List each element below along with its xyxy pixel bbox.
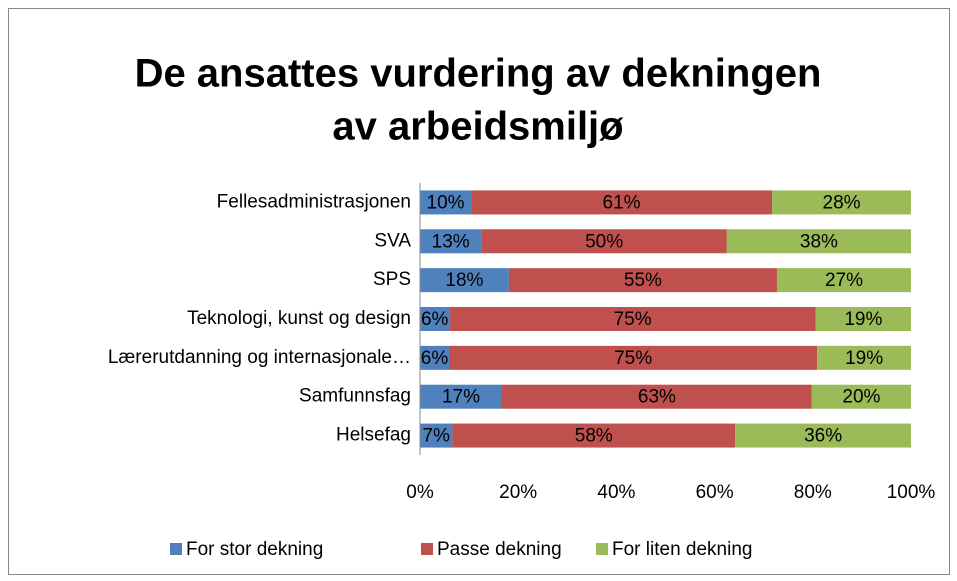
bar-segment bbox=[776, 268, 911, 293]
data-label: 28% bbox=[823, 192, 861, 213]
data-label: 61% bbox=[603, 192, 641, 213]
chart-title: av arbeidsmiljø bbox=[332, 105, 624, 149]
bar-segment bbox=[420, 423, 453, 448]
bar-segment bbox=[815, 307, 911, 331]
bar-segment bbox=[420, 307, 450, 331]
legend-swatch bbox=[596, 543, 608, 555]
bar-segment bbox=[420, 345, 449, 370]
x-tick-label: 80% bbox=[794, 482, 832, 503]
bar-segment bbox=[481, 229, 727, 254]
x-tick-label: 100% bbox=[887, 482, 936, 503]
bar-segment bbox=[420, 190, 472, 215]
bar-segment bbox=[449, 307, 816, 331]
data-label: 10% bbox=[427, 192, 465, 213]
legend-label: For liten dekning bbox=[612, 539, 752, 560]
data-label: 17% bbox=[442, 387, 480, 408]
bar-segment bbox=[772, 190, 911, 215]
y-tick-label: Samfunnsfag bbox=[299, 386, 411, 407]
data-label: 19% bbox=[845, 348, 883, 369]
bar-segment bbox=[726, 229, 911, 254]
bar-segment bbox=[501, 384, 812, 409]
y-tick-label: Teknologi, kunst og design bbox=[187, 308, 411, 329]
data-label: 27% bbox=[825, 270, 863, 291]
legend-label: For stor dekning bbox=[186, 539, 323, 560]
data-label: 38% bbox=[800, 231, 838, 252]
data-label: 58% bbox=[575, 426, 613, 447]
chart-title: De ansattes vurdering av dekningen bbox=[135, 52, 822, 96]
y-tick-label: Lærerutdanning og internasjonale… bbox=[108, 347, 411, 368]
y-tick-label: SVA bbox=[374, 230, 411, 251]
data-label: 75% bbox=[614, 348, 652, 369]
bar-segment bbox=[817, 345, 911, 370]
data-label: 50% bbox=[585, 231, 623, 252]
data-label: 36% bbox=[804, 426, 842, 447]
bar-segment bbox=[735, 423, 911, 448]
bar-segment bbox=[508, 268, 777, 293]
x-tick-label: 0% bbox=[406, 482, 434, 503]
bar-segment bbox=[420, 229, 482, 254]
data-label: 63% bbox=[638, 387, 676, 408]
data-label: 55% bbox=[624, 270, 662, 291]
data-label: 6% bbox=[421, 309, 449, 330]
y-tick-label: SPS bbox=[373, 269, 411, 290]
bar-segment bbox=[811, 384, 911, 409]
y-tick-label: Fellesadministrasjonen bbox=[217, 191, 411, 212]
x-tick-label: 40% bbox=[597, 482, 635, 503]
data-label: 7% bbox=[422, 426, 450, 447]
legend-swatch bbox=[170, 543, 182, 555]
data-label: 18% bbox=[445, 270, 483, 291]
x-tick-label: 20% bbox=[499, 482, 537, 503]
legend-swatch bbox=[421, 543, 433, 555]
data-label: 75% bbox=[614, 309, 652, 330]
bar-segment bbox=[420, 268, 509, 293]
bar-segment bbox=[448, 345, 818, 370]
y-tick-label: Helsefag bbox=[336, 425, 411, 446]
bar-segment bbox=[471, 190, 773, 215]
legend-label: Passe dekning bbox=[437, 539, 562, 560]
x-tick-label: 60% bbox=[696, 482, 734, 503]
bar-segment bbox=[420, 384, 502, 409]
data-label: 20% bbox=[842, 387, 880, 408]
data-label: 6% bbox=[421, 348, 449, 369]
data-label: 13% bbox=[432, 231, 470, 252]
bar-segment bbox=[452, 423, 736, 448]
data-label: 19% bbox=[844, 309, 882, 330]
